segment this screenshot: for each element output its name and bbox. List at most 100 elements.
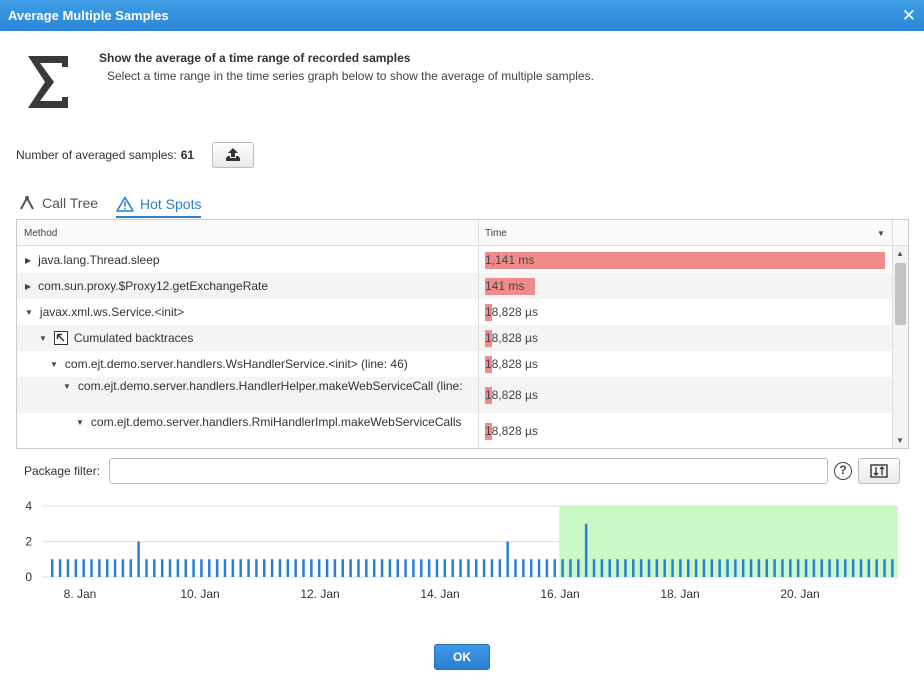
scrollbar-thumb[interactable]: [895, 263, 906, 325]
vertical-scrollbar[interactable]: ▲ ▼: [892, 246, 908, 448]
collapse-icon[interactable]: ▼: [76, 417, 84, 427]
sample-bar: [482, 559, 486, 577]
x-tick-label: 12. Jan: [300, 587, 339, 601]
x-tick-label: 18. Jan: [660, 587, 699, 601]
column-divider: [478, 220, 479, 448]
sort-desc-icon[interactable]: ▼: [877, 229, 885, 238]
sample-bar: [247, 559, 250, 577]
sample-bar: [192, 559, 195, 577]
table-header: Method Time ▼: [17, 220, 892, 246]
help-icon[interactable]: ?: [834, 462, 852, 480]
sample-bar: [749, 559, 753, 577]
y-tick-label: 2: [25, 535, 32, 549]
dialog-titlebar: Average Multiple Samples ✕: [0, 0, 924, 31]
tab-hot-spots[interactable]: Hot Spots: [116, 192, 202, 218]
sample-bar: [647, 559, 651, 577]
collapse-icon[interactable]: ▼: [39, 333, 47, 343]
sample-bar: [317, 559, 321, 577]
sample-bar: [734, 559, 737, 577]
collapse-icon[interactable]: ▼: [25, 307, 33, 317]
column-time[interactable]: Time: [485, 228, 507, 239]
sample-bar: [859, 559, 863, 577]
expand-icon[interactable]: ▶: [25, 281, 32, 291]
x-tick-label: 16. Jan: [540, 587, 579, 601]
sample-bar: [498, 559, 502, 577]
table-row[interactable]: ▼ com.ejt.demo.server.handlers.WsHandlerS…: [17, 351, 892, 377]
close-icon[interactable]: ✕: [901, 6, 916, 25]
filter-options-button[interactable]: [858, 458, 900, 484]
sample-bar: [820, 559, 823, 577]
sample-bar: [223, 559, 227, 577]
sample-bar: [757, 559, 761, 577]
time-bar: [485, 356, 492, 373]
sample-bar: [184, 559, 187, 577]
sample-bar: [286, 559, 290, 577]
table-row[interactable]: ▼ javax.xml.ws.Service.<init> 18,828 µs: [17, 299, 892, 325]
collapse-icon[interactable]: ▼: [63, 381, 71, 391]
sample-bar: [490, 559, 494, 577]
header-description: Select a time range in the time series g…: [107, 69, 594, 83]
sample-bar: [98, 559, 101, 577]
sample-bar: [380, 559, 384, 577]
sample-bar: [616, 559, 619, 577]
column-method[interactable]: Method: [24, 228, 58, 239]
time-value: 141 ms: [485, 279, 525, 293]
sample-bar: [270, 559, 274, 577]
sample-bar: [341, 559, 345, 577]
sample-bar: [702, 559, 706, 577]
time-value: 18,828 µs: [485, 331, 538, 345]
averaged-samples-label: Number of averaged samples:: [16, 148, 177, 162]
sample-bar: [278, 559, 282, 577]
sample-bar: [867, 559, 871, 577]
sample-bar: [561, 559, 564, 577]
sample-bar: [569, 559, 572, 577]
tab-call-tree[interactable]: Call Tree: [18, 192, 98, 214]
sample-bar: [459, 559, 462, 577]
method-label: com.ejt.demo.server.handlers.HandlerHelp…: [77, 379, 463, 393]
y-tick-label: 0: [25, 570, 32, 584]
sample-bar: [153, 559, 156, 577]
package-filter-input[interactable]: [109, 458, 828, 484]
sample-bar: [836, 559, 839, 577]
export-button[interactable]: [212, 142, 254, 168]
sample-bar: [475, 559, 478, 577]
sample-bar: [891, 559, 894, 577]
hot-spots-table: Method Time ▼ ▶ java.lang.Thread.sleep 1,…: [16, 219, 909, 449]
sample-bar: [239, 559, 242, 577]
table-row[interactable]: ▶ java.lang.Thread.sleep 1,141 ms: [17, 247, 892, 273]
table-row[interactable]: ▼ com.ejt.demo.server.handlers.RmiHandler…: [17, 413, 892, 448]
sample-bar: [145, 559, 148, 577]
sample-bar: [545, 559, 549, 577]
table-row[interactable]: ▼ com.ejt.demo.server.handlers.HandlerHel…: [17, 377, 892, 413]
sample-bar: [765, 559, 769, 577]
sample-bar: [396, 559, 399, 577]
scroll-down-icon[interactable]: ▼: [896, 436, 904, 445]
collapse-icon[interactable]: ▼: [50, 359, 58, 369]
sample-bar: [639, 559, 643, 577]
sample-bar: [577, 559, 580, 577]
sample-bar: [467, 559, 470, 577]
ok-button[interactable]: OK: [434, 644, 490, 670]
call-tree-icon: [20, 196, 34, 210]
sample-bar: [828, 559, 831, 577]
expand-icon[interactable]: ▶: [25, 255, 32, 265]
sample-bar: [694, 559, 698, 577]
table-row[interactable]: ▶ com.sun.proxy.$Proxy12.getExchangeRate …: [17, 273, 892, 299]
sample-bar: [600, 559, 604, 577]
sample-bar: [710, 559, 714, 577]
sample-bar: [412, 559, 415, 577]
time-series-chart[interactable]: 4 2 0 8. Jan 10. Jan 12. Jan 14. Jan 16. Jan 18…: [0, 494, 924, 606]
sample-bar: [66, 559, 70, 577]
method-label: com.sun.proxy.$Proxy12.getExchangeRate: [38, 279, 269, 293]
sample-bar: [129, 559, 133, 577]
sample-bar: [137, 541, 140, 577]
sample-bar: [427, 559, 431, 577]
table-row[interactable]: ▼ Cumulated backtraces 18,828 µs: [17, 325, 892, 351]
sample-bar: [388, 559, 392, 577]
sample-bar: [176, 559, 180, 577]
backtrace-icon: [53, 331, 68, 345]
time-value: 18,828 µs: [485, 388, 538, 402]
sample-bar: [781, 559, 784, 577]
sample-bar: [608, 559, 611, 577]
scroll-up-icon[interactable]: ▲: [896, 249, 904, 258]
